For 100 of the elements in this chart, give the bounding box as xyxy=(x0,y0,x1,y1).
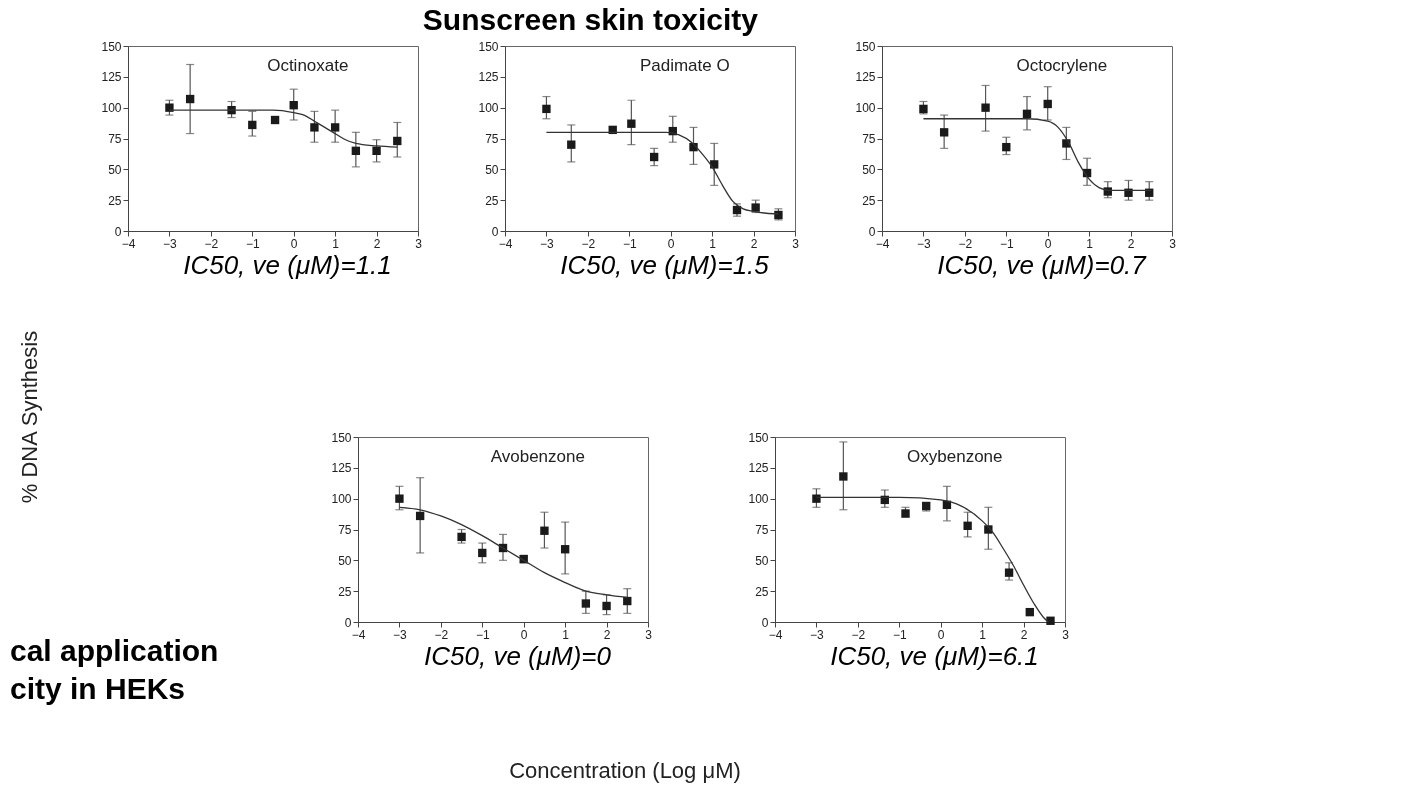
text: IC50, ve (μM)=0 xyxy=(424,641,612,671)
x-tick-label: −2 xyxy=(958,236,973,251)
y-tick-label: 100 xyxy=(101,101,122,116)
point xyxy=(393,136,402,146)
point xyxy=(330,123,340,132)
point xyxy=(457,532,466,542)
y-tick-label: 0 xyxy=(114,224,122,239)
text: cal application xyxy=(10,634,219,667)
point xyxy=(540,526,549,535)
y-tick-label: 150 xyxy=(748,430,769,445)
y-tick-label: 125 xyxy=(855,70,876,85)
x-tick-label: −1 xyxy=(475,627,490,642)
x-tick-label: −3 xyxy=(540,236,555,251)
x-tick-label: −4 xyxy=(121,236,136,251)
point xyxy=(1046,616,1055,625)
x-tick-label: −3 xyxy=(393,627,408,642)
y-tick-label: 50 xyxy=(108,162,122,177)
point xyxy=(289,101,298,110)
text: Avobenzone xyxy=(490,447,585,466)
text: % DNA Synthesis xyxy=(17,330,42,504)
point xyxy=(602,601,611,611)
x-tick-label: 0 xyxy=(937,627,945,642)
point xyxy=(1002,142,1011,152)
x-tick-label: −1 xyxy=(622,236,637,251)
point xyxy=(939,128,949,137)
y-tick-label: 25 xyxy=(108,193,122,208)
text: IC50, ve (μM)=1.1 xyxy=(183,250,392,280)
point xyxy=(1025,607,1034,617)
text: IC50, ve (μM)=6.1 xyxy=(830,641,1039,671)
y-tick-label: 75 xyxy=(108,132,122,146)
x-tick-label: 3 xyxy=(415,236,423,251)
x-tick-label: −2 xyxy=(581,236,596,251)
y-tick-label: 150 xyxy=(855,39,876,54)
point xyxy=(1004,568,1014,577)
x-tick-label: 0 xyxy=(520,627,528,642)
x-tick-label: −4 xyxy=(498,236,513,251)
y-tick-label: 125 xyxy=(478,70,499,85)
y-tick-label: 150 xyxy=(331,430,352,445)
x-tick-label: 0 xyxy=(1044,236,1052,251)
point xyxy=(248,120,257,130)
x-tick-label: −4 xyxy=(875,236,890,251)
y-tick-label: 50 xyxy=(862,162,876,177)
x-tick-label: 2 xyxy=(1020,627,1028,642)
y-tick-label: 75 xyxy=(862,132,876,146)
y-tick-label: 150 xyxy=(478,39,499,54)
text: city in HEKs xyxy=(10,672,186,705)
y-tick-label: 0 xyxy=(761,615,769,630)
y-tick-label: 100 xyxy=(331,492,352,507)
y-tick-label: 50 xyxy=(485,162,499,177)
x-tick-label: −4 xyxy=(768,627,783,642)
x-tick-label: −2 xyxy=(204,236,219,251)
y-tick-label: 75 xyxy=(338,523,352,537)
text: Octinoxate xyxy=(267,56,349,75)
y-tick-label: 150 xyxy=(101,39,122,54)
y-tick-label: 75 xyxy=(485,132,499,146)
x-tick-label: 3 xyxy=(645,627,653,642)
y-tick-label: 100 xyxy=(748,492,769,507)
y-tick-label: 100 xyxy=(855,101,876,116)
x-tick-label: 2 xyxy=(1127,236,1135,251)
y-tick-label: 0 xyxy=(344,615,352,630)
point xyxy=(542,104,551,114)
text: Sunscreen skin toxicity xyxy=(422,2,759,36)
x-tick-label: −3 xyxy=(810,627,825,642)
y-tick-label: 50 xyxy=(755,553,769,568)
point xyxy=(1043,99,1052,109)
y-tick-label: 25 xyxy=(485,193,499,208)
x-tick-label: 3 xyxy=(1169,236,1177,251)
point xyxy=(981,103,990,112)
y-tick-label: 75 xyxy=(755,523,769,537)
x-tick-label: 0 xyxy=(667,236,675,251)
x-tick-label: 0 xyxy=(290,236,298,251)
point xyxy=(351,146,361,156)
x-tick-label: −1 xyxy=(892,627,907,642)
x-tick-label: −1 xyxy=(245,236,260,251)
text: IC50, ve (μM)=1.5 xyxy=(560,250,770,280)
y-tick-label: 125 xyxy=(101,70,122,85)
text: IC50, ve (μM)=0.7 xyxy=(937,250,1148,280)
y-tick-label: 25 xyxy=(862,193,876,208)
x-tick-label: −1 xyxy=(999,236,1014,251)
text: Oxybenzone xyxy=(907,447,1003,466)
point xyxy=(812,494,821,503)
point xyxy=(395,494,404,503)
point xyxy=(581,599,591,608)
x-tick-label: 2 xyxy=(373,236,381,251)
x-tick-label: −3 xyxy=(917,236,932,251)
x-tick-label: 1 xyxy=(562,627,570,642)
point xyxy=(567,140,576,149)
point xyxy=(415,511,425,521)
x-tick-label: 3 xyxy=(792,236,800,251)
x-tick-label: 3 xyxy=(1062,627,1070,642)
x-tick-label: 1 xyxy=(979,627,987,642)
x-tick-label: −2 xyxy=(851,627,866,642)
point xyxy=(1022,109,1032,119)
text: Octocrylene xyxy=(1016,56,1108,75)
x-tick-label: 2 xyxy=(750,236,758,251)
text: Padimate O xyxy=(639,56,730,75)
y-tick-label: 0 xyxy=(868,224,876,239)
point xyxy=(478,548,487,558)
x-tick-label: 1 xyxy=(1086,236,1094,251)
x-tick-label: 1 xyxy=(332,236,340,251)
